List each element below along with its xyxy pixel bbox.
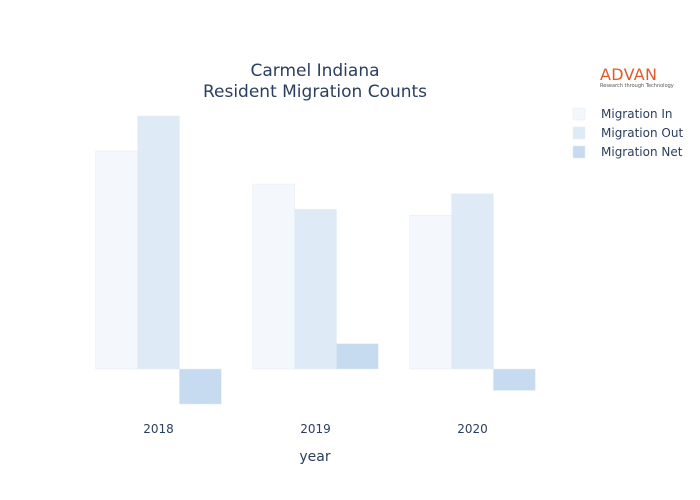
legend: Migration In Migration Out Migration Net [572,107,683,159]
logo-tagline: Research through Technology [600,83,674,89]
legend-item-migration-in[interactable]: Migration In [572,107,673,121]
x-axis-title: year [299,449,330,465]
chart-title-line-2: Resident Migration Counts [203,82,427,102]
x-tick-label-2018: 2018 [143,422,174,436]
legend-swatch-migration-in [572,107,586,121]
legend-item-migration-out[interactable]: Migration Out [572,126,683,140]
chart-title-line-1: Carmel Indiana [250,61,379,81]
bar-migration-out-2020 [451,193,494,370]
legend-swatch-migration-net [572,145,586,159]
bar-migration-out-2018 [137,115,180,370]
bar-migration-net-2019 [336,343,379,370]
bar-migration-in-2020 [409,215,452,370]
x-tick-label-2019: 2019 [300,422,331,436]
logo-name: ADVAN [600,65,658,84]
advan-logo: ADVAN Research through Technology [600,65,674,94]
legend-label-migration-out: Migration Out [601,126,683,140]
plot-area [95,115,536,405]
bar-migration-net-2018 [179,368,222,405]
bar-migration-in-2019 [252,183,295,370]
x-tick-label-2020: 2020 [457,422,488,436]
legend-label-migration-in: Migration In [601,107,673,121]
legend-item-migration-net[interactable]: Migration Net [572,145,683,159]
legend-swatch-migration-out [572,126,586,140]
bar-migration-out-2019 [294,209,337,370]
x-axis-ticks: 2018 2019 2020 [143,422,488,436]
bar-migration-net-2020 [493,368,536,391]
bar-migration-in-2018 [95,150,138,370]
legend-label-migration-net: Migration Net [601,145,683,159]
